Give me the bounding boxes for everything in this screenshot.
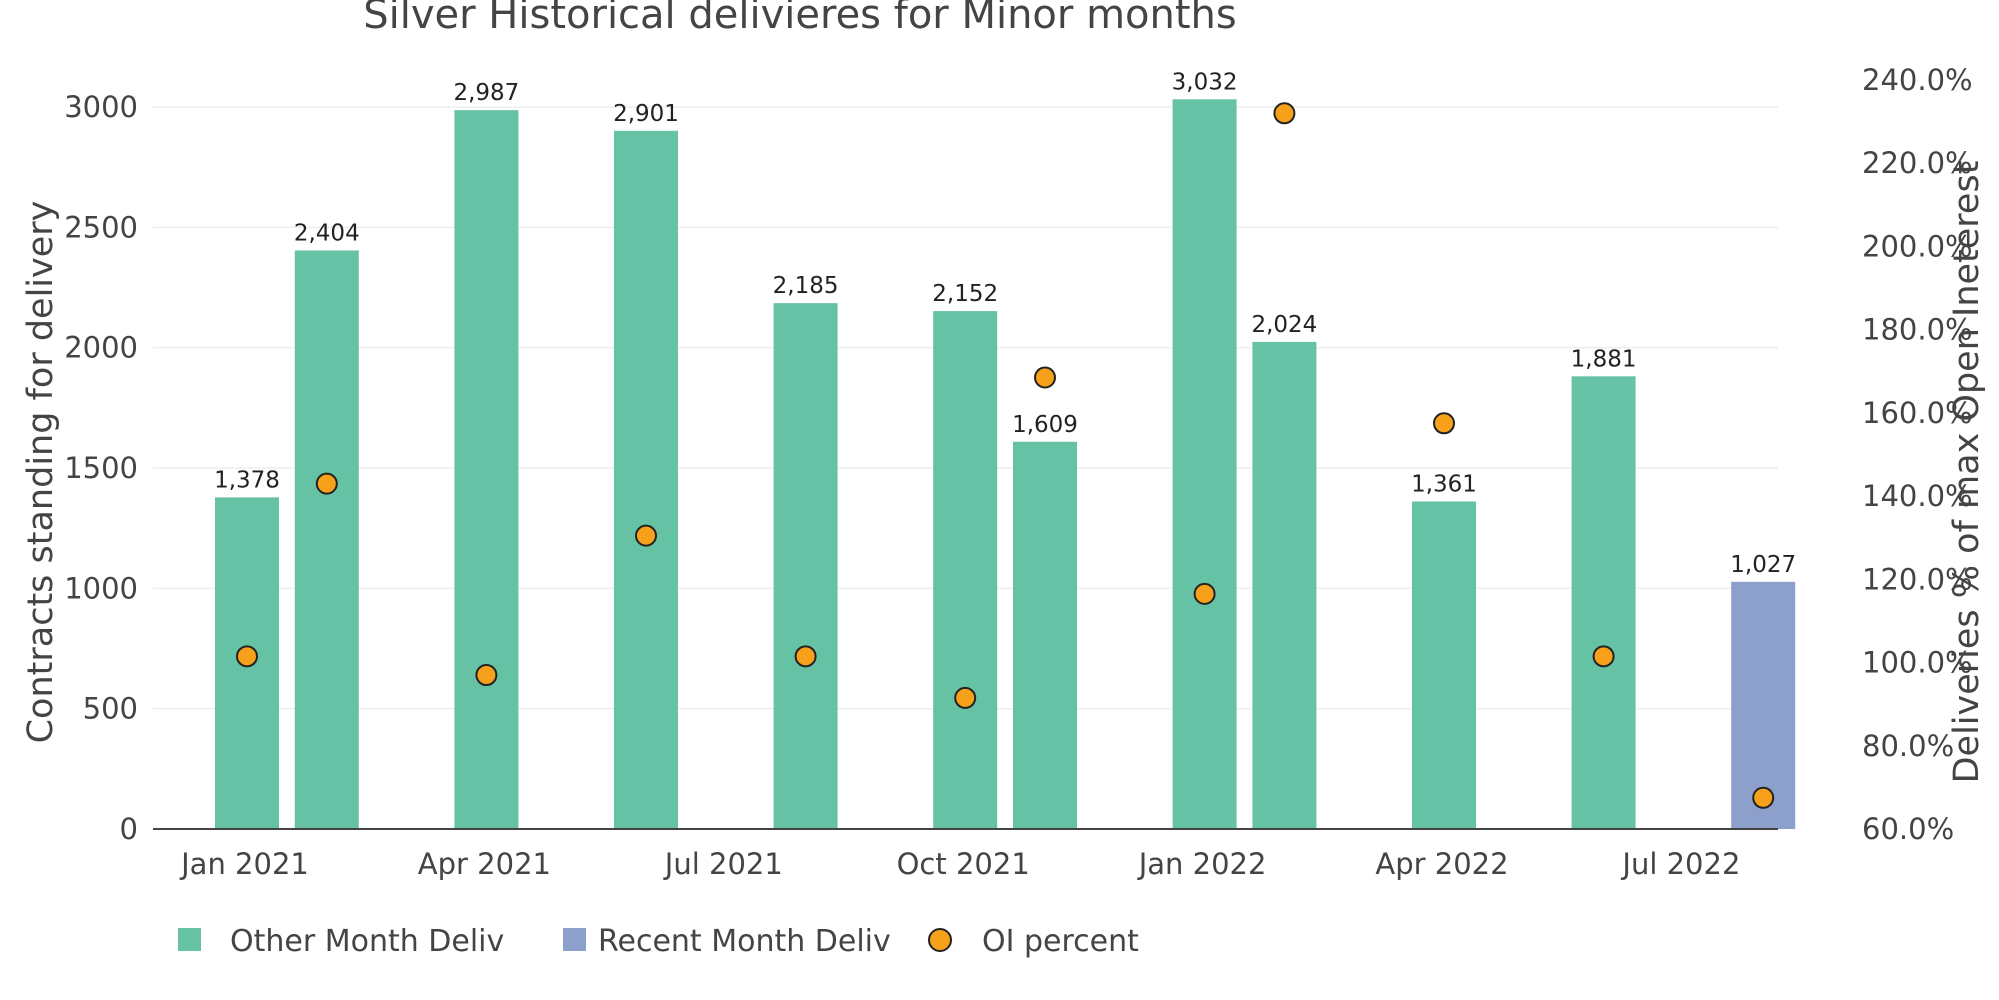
legend-item-other[interactable]: Other Month Deliv [178,924,504,959]
legend-label-recent: Recent Month Deliv [598,924,891,959]
oi-point[interactable] [1752,786,1775,809]
y-tick-label: 2000 [64,331,138,365]
bar-other-month[interactable] [1412,501,1476,829]
y2-tick-label: 60.0% [1862,812,1954,846]
y2-tick-label: 200.0% [1862,229,1973,263]
y2-tick-label: 160.0% [1862,396,1973,430]
bar-value-label: 1,881 [1571,346,1637,372]
bar-value-label: 3,032 [1172,69,1238,95]
bar-other-month[interactable] [1571,376,1636,829]
bar-value-label: 2,152 [932,281,998,307]
bar-value-label: 2,404 [294,220,360,246]
bar-other-month[interactable] [294,250,359,830]
y2-tick-label: 180.0% [1862,313,1973,347]
x-tick-label: Oct 2021 [897,847,1030,881]
oi-points [236,102,1775,809]
bars [215,99,1796,830]
bar-value-label: 1,027 [1730,552,1796,578]
y2-tick-label: 240.0% [1862,63,1973,97]
legend-label-oi: OI percent [982,924,1139,959]
y-tick-label: 3000 [64,90,138,124]
bar-labels: 1,378 2,404 2,987 2,901 2,185 2,152 1,609 3,032… [214,69,1796,578]
x-tick-label: Jan 2022 [1137,847,1267,881]
legend: Other Month Deliv Recent Month Deliv OI … [178,924,1139,959]
oi-point[interactable] [1592,645,1615,668]
x-tick-label: Jul 2022 [1620,847,1740,881]
y2-tick-label: 140.0% [1862,479,1973,513]
legend-label-other: Other Month Deliv [230,924,504,959]
oi-point[interactable] [1273,102,1296,125]
bar-other-month[interactable] [614,130,678,830]
oi-point[interactable] [954,686,977,709]
y-tick-label: 500 [83,692,138,726]
bar-other-month[interactable] [1252,341,1317,829]
oi-point[interactable] [236,645,258,668]
bar-value-label: 2,901 [613,101,679,127]
bar-other-month[interactable] [1013,441,1077,829]
y-axis-ticks: 0 500 1000 1500 2000 2500 3000 [64,90,138,846]
x-tick-label: Apr 2022 [1375,847,1508,881]
legend-marker-oi [928,928,952,952]
bar-other-month[interactable] [773,303,838,830]
y2-tick-label: 100.0% [1862,646,1973,680]
y2-tick-label: 120.0% [1862,562,1973,596]
oi-point[interactable] [1433,412,1455,435]
bar-value-label: 1,361 [1411,471,1477,497]
legend-item-recent[interactable]: Recent Month Deliv [563,924,891,959]
bar-value-label: 2,185 [773,273,839,299]
y-axis-title: Contracts standing for delivery [21,201,61,744]
bar-value-label: 2,987 [453,80,519,106]
oi-point[interactable] [794,645,817,668]
oi-point[interactable] [1034,366,1056,389]
oi-point[interactable] [475,664,498,687]
y-tick-label: 1000 [64,571,138,605]
y-tick-label: 2500 [64,210,138,244]
bar-value-label: 2,024 [1251,312,1317,338]
oi-point[interactable] [635,524,657,547]
bar-other-month[interactable] [454,110,519,830]
x-tick-label: Jul 2021 [663,847,783,881]
x-tick-label: Jan 2021 [179,847,309,881]
legend-swatch-recent [563,928,586,951]
legend-swatch-other [178,928,201,951]
chart-title: Silver Historical delivieres for Minor m… [363,0,1236,38]
oi-point[interactable] [1193,582,1216,605]
legend-item-oi[interactable]: OI percent [928,924,1139,959]
y2-tick-label: 80.0% [1862,729,1954,763]
bar-other-month[interactable] [933,311,998,829]
bar-value-label: 1,378 [214,467,280,493]
y-tick-label: 1500 [64,451,138,485]
x-tick-label: Apr 2021 [418,847,551,881]
bar-value-label: 1,609 [1012,412,1078,438]
bar-other-month[interactable] [1172,99,1237,830]
y-tick-label: 0 [120,812,138,846]
y2-axis-ticks: 60.0% 80.0% 100.0% 120.0% 140.0% 160.0% 180.0%… [1862,63,1973,846]
y2-tick-label: 220.0% [1862,146,1973,180]
y2-axis-title: Deliveries % of max Open Ineterest [1947,161,1987,784]
x-axis-ticks: Jan 2021 Apr 2021 Jul 2021 Oct 2021 Jan 2022… [179,847,1740,881]
oi-point[interactable] [315,472,338,495]
